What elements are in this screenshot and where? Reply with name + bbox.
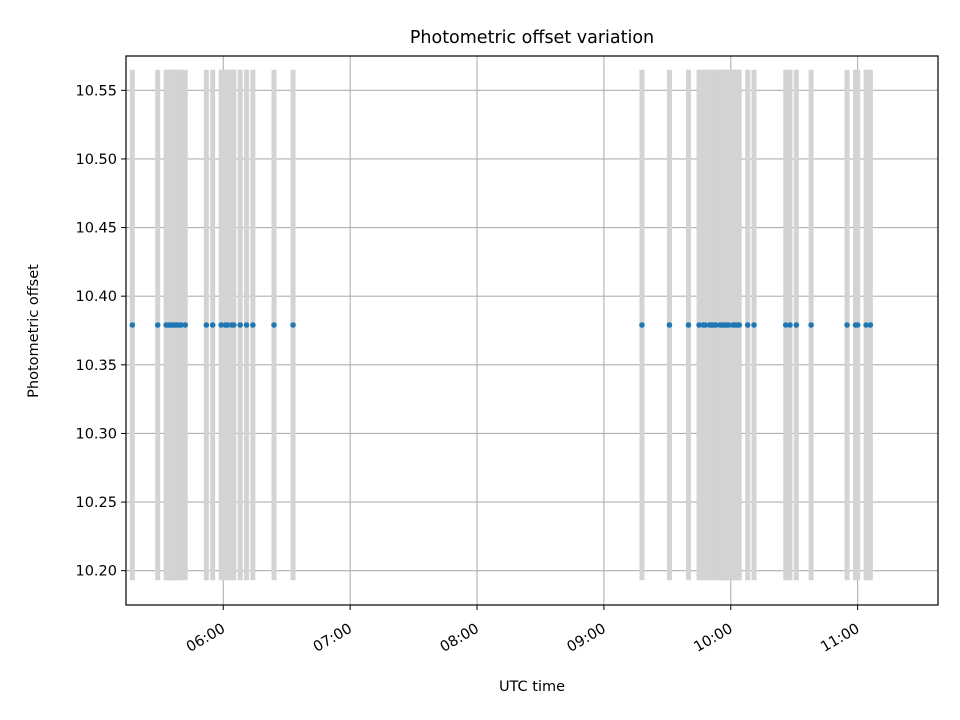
x-tick-label: 07:00 [311, 621, 355, 656]
data-point [154, 322, 161, 328]
y-tick-label: 10.25 [75, 495, 117, 511]
y-tick-label: 10.20 [75, 564, 117, 580]
data-point [713, 322, 719, 328]
y-tick-label: 10.30 [75, 426, 117, 442]
y-tick-label: 10.40 [75, 289, 117, 305]
data-point [808, 322, 814, 328]
data-point [271, 322, 277, 328]
data-point [243, 322, 250, 328]
data-point [209, 322, 216, 328]
data-point [696, 322, 702, 328]
data-point [639, 322, 645, 328]
y-tick-label: 10.35 [75, 358, 117, 374]
x-tick-label: 08:00 [438, 621, 482, 656]
data-point [744, 322, 751, 328]
data-point [725, 322, 732, 328]
y-tick-label: 10.45 [75, 221, 117, 237]
data-point [787, 322, 793, 328]
x-axis-label: UTC time [499, 679, 565, 695]
data-point [224, 322, 231, 328]
data-point [203, 322, 210, 328]
y-axis-label: Photometric offset [26, 264, 42, 398]
data-point [290, 322, 296, 328]
x-tick-label: 06:00 [184, 621, 228, 656]
data-point [178, 322, 184, 328]
grid [126, 56, 938, 605]
chart-title: Photometric offset variation [410, 28, 654, 48]
data-point [793, 322, 800, 328]
x-tick-label: 10:00 [691, 621, 735, 656]
data-point [182, 322, 189, 328]
data-point [702, 322, 709, 328]
y-tick-label: 10.50 [75, 152, 117, 168]
data-point [231, 322, 237, 328]
data-point [685, 322, 692, 328]
data-point [782, 322, 789, 328]
data-point [751, 322, 757, 328]
data-point [867, 322, 874, 328]
data-points [129, 322, 874, 328]
data-point [250, 322, 256, 328]
plot-background [126, 56, 938, 605]
y-tick-label: 10.55 [75, 83, 117, 99]
data-point [218, 322, 224, 328]
data-point [863, 322, 869, 328]
data-point [129, 322, 136, 328]
data-point [666, 322, 673, 328]
data-point [844, 322, 850, 328]
plot-frame [125, 55, 939, 606]
data-point [736, 322, 743, 328]
x-axis-ticks: 06:00 07:00 08:00 09:00 10:00 11:00 [184, 605, 862, 656]
data-point [854, 322, 861, 328]
x-tick-label: 09:00 [564, 621, 608, 656]
data-point [237, 322, 243, 328]
y-axis-ticks: 10.20 10.25 10.30 10.35 10.40 10.45 10.50 10.55 [75, 83, 126, 580]
x-tick-label: 11:00 [818, 621, 862, 656]
